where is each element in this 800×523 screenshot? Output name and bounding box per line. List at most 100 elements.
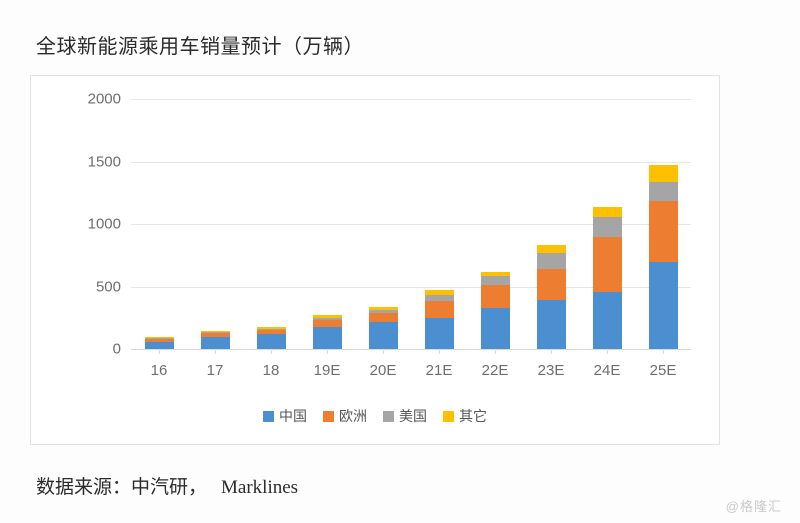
bar-segment[interactable] <box>144 337 174 339</box>
source-label: 数据来源：中汽研， <box>36 477 208 498</box>
gridline: 2000 <box>88 91 691 108</box>
bar-segment[interactable] <box>480 271 510 276</box>
bar-segment[interactable] <box>144 341 174 349</box>
bar-segment[interactable] <box>536 269 566 301</box>
x-axis-tickmark <box>495 349 496 354</box>
x-axis-tick-label: 16 <box>150 362 168 379</box>
x-axis-tick-label: 23E <box>537 362 565 379</box>
bar-segment[interactable] <box>144 339 174 342</box>
bar-segment[interactable] <box>312 320 342 327</box>
chart-card: 0 500 1000 1500 2000 16 17 18 19E 20E 21E 22E 23E 24… <box>30 75 720 445</box>
bar-segment[interactable] <box>256 334 286 349</box>
y-axis-tick-label: 500 <box>95 278 121 295</box>
legend-label: 美国 <box>399 408 427 424</box>
bar-group[interactable]: 25E <box>648 165 678 379</box>
bar-segment[interactable] <box>424 300 454 318</box>
x-axis-tick-label: 25E <box>649 362 677 379</box>
bar-segment[interactable] <box>480 307 510 349</box>
bar-segment[interactable] <box>536 253 566 269</box>
bar-segment[interactable] <box>648 201 678 262</box>
bar-group[interactable]: 22E <box>480 271 510 379</box>
bar-segment[interactable] <box>648 261 678 349</box>
bar-segment[interactable] <box>312 314 342 318</box>
bar-segment[interactable] <box>480 285 510 308</box>
legend-item[interactable]: 其它 <box>443 406 487 426</box>
bar-segment[interactable] <box>592 207 622 217</box>
bar-segment[interactable] <box>200 333 230 337</box>
x-axis-tick-label: 20E <box>369 362 397 379</box>
watermark: @格隆汇 <box>725 499 782 514</box>
page-title: 全球新能源乘用车销量预计（万辆） <box>36 36 364 58</box>
legend-swatch-icon <box>443 410 454 422</box>
bar-segment[interactable] <box>368 321 398 349</box>
bar-group[interactable]: 24E <box>592 207 622 379</box>
bar-segment[interactable] <box>144 336 174 338</box>
legend-swatch-icon <box>383 410 394 422</box>
bar-segment[interactable] <box>480 275 510 286</box>
y-axis-tick-label: 1500 <box>87 153 121 170</box>
legend-item[interactable]: 欧洲 <box>323 406 367 426</box>
x-axis-tick-label: 17 <box>206 362 224 379</box>
bar-segment[interactable] <box>536 300 566 349</box>
bar-segment[interactable] <box>200 331 230 334</box>
x-axis-tickmark <box>439 349 440 354</box>
source-provider: Marklines <box>221 477 299 498</box>
gridline: 1500 <box>88 153 691 170</box>
y-axis-tick-label: 2000 <box>87 90 121 108</box>
bar-segment[interactable] <box>312 326 342 349</box>
bar-group[interactable]: 17 <box>200 330 230 379</box>
bar-group[interactable]: 21E <box>424 290 454 379</box>
legend-swatch-icon <box>323 410 334 422</box>
x-axis-tick-label: 19E <box>313 362 341 379</box>
bar-segment[interactable] <box>368 310 398 313</box>
x-axis-tickmark <box>215 349 216 354</box>
x-axis-tick-label: 24E <box>593 362 621 379</box>
bar-segment[interactable] <box>648 182 678 202</box>
bar-group[interactable]: 20E <box>368 307 398 379</box>
bar-group[interactable]: 23E <box>536 245 566 379</box>
x-axis-tick-label: 21E <box>425 362 453 379</box>
x-axis-tickmark <box>551 349 552 354</box>
bar-segment[interactable] <box>200 336 230 349</box>
x-axis-tickmark <box>383 349 384 354</box>
bar-segment[interactable] <box>256 330 286 334</box>
x-axis-tickmark <box>327 349 328 354</box>
bar-segment[interactable] <box>424 290 454 296</box>
bar-group[interactable]: 16 <box>144 336 174 379</box>
bar-group[interactable]: 18 <box>256 327 286 379</box>
legend-label: 欧洲 <box>339 408 367 424</box>
x-axis-tick-label: 22E <box>481 362 509 379</box>
bar-segment[interactable] <box>200 330 230 332</box>
bar-segment[interactable] <box>592 237 622 292</box>
bar-segment[interactable] <box>256 327 286 329</box>
bar-segment[interactable] <box>368 307 398 311</box>
bar-segment[interactable] <box>424 317 454 349</box>
gridline: 500 <box>96 278 691 295</box>
bar-segment[interactable] <box>368 312 398 322</box>
plot-area: 0 500 1000 1500 2000 16 17 18 19E 20E 21E 22E 23E 24… <box>88 91 691 379</box>
bar-series-container: 16 17 18 19E 20E 21E 22E 23E 24E 25E <box>131 99 691 379</box>
legend-label: 其它 <box>459 408 487 424</box>
gridline: 1000 <box>88 216 691 233</box>
bar-segment[interactable] <box>536 245 566 254</box>
bar-group[interactable]: 19E <box>312 314 342 379</box>
bar-segment[interactable] <box>648 165 678 183</box>
y-axis-tick-label: 0 <box>112 340 121 358</box>
chart-legend: 中国 欧洲 美国 其它 <box>31 406 719 426</box>
legend-item[interactable]: 中国 <box>263 406 307 426</box>
bar-segment[interactable] <box>312 317 342 321</box>
legend-label: 中国 <box>279 408 307 424</box>
x-axis-tick-label: 18 <box>262 362 280 379</box>
source-note: 数据来源：中汽研， Marklines <box>36 472 298 499</box>
bar-segment[interactable] <box>592 217 622 237</box>
axis-line-zero: 0 <box>113 341 691 358</box>
y-axis-tick-label: 1000 <box>87 215 121 233</box>
x-axis-tickmark <box>663 349 664 354</box>
bar-segment[interactable] <box>424 295 454 301</box>
legend-item[interactable]: 美国 <box>383 406 427 426</box>
x-axis-tickmark <box>271 349 272 354</box>
bar-segment[interactable] <box>256 328 286 331</box>
bar-segment[interactable] <box>592 291 622 349</box>
legend-swatch-icon <box>263 410 274 422</box>
